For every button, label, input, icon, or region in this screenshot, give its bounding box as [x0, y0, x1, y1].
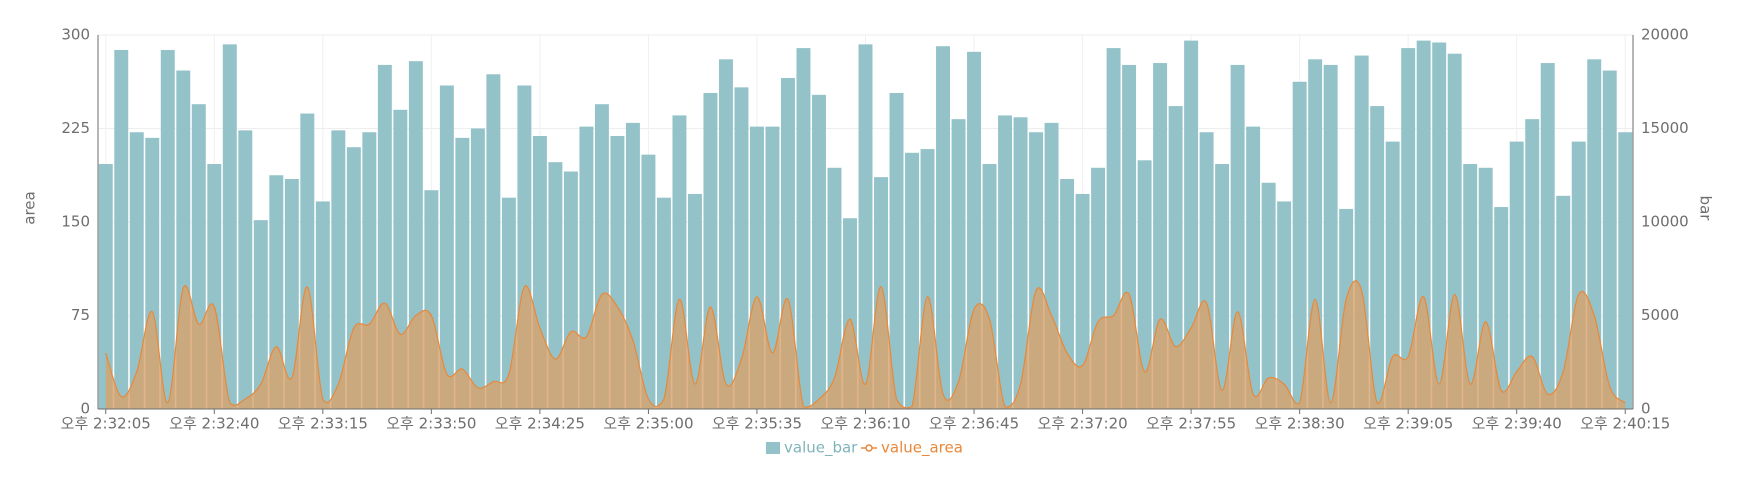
x-tick-label: 오후 2:35:35 [712, 415, 802, 433]
bar [114, 49, 129, 410]
bar [315, 201, 330, 409]
x-tick-label: 오후 2:34:25 [495, 415, 585, 433]
bar [98, 164, 113, 409]
y2-tick-label: 15000 [1641, 119, 1689, 137]
x-tick-label: 오후 2:38:30 [1255, 415, 1345, 433]
bar [222, 44, 237, 409]
bar [765, 126, 780, 409]
x-tick-label: 오후 2:33:50 [386, 415, 476, 433]
bar [858, 44, 873, 409]
x-tick-label: 오후 2:37:55 [1146, 415, 1236, 433]
area [105, 280, 1626, 409]
bar [656, 197, 671, 409]
y2-tick-label: 0 [1641, 400, 1651, 418]
x-tick-label: 오후 2:39:40 [1472, 415, 1562, 433]
x-tick-label: 오후 2:36:45 [929, 415, 1019, 433]
bar [1618, 132, 1633, 410]
bar [253, 220, 268, 409]
bar [1246, 126, 1261, 409]
bar [1184, 40, 1199, 410]
bar [1323, 64, 1338, 410]
bar [936, 46, 951, 409]
y2-tick-label: 20000 [1641, 26, 1689, 44]
bar [1385, 141, 1400, 409]
bar [889, 92, 904, 409]
bar [486, 74, 501, 410]
bar [1075, 193, 1090, 409]
y2-axis-label: bar [1697, 196, 1715, 222]
legend-label: value_area [881, 439, 963, 458]
bar [1261, 182, 1276, 409]
bar [1215, 164, 1230, 409]
bar [1602, 70, 1617, 409]
x-tick-label: 오후 2:33:15 [278, 415, 368, 433]
area-line [105, 280, 1626, 409]
bar [905, 152, 919, 409]
bar [129, 132, 144, 410]
bar [331, 130, 346, 409]
y-axis-label: area [21, 191, 39, 224]
bar [687, 193, 702, 409]
y-tick-label: 0 [80, 400, 90, 418]
bar [1168, 106, 1183, 409]
bar [734, 87, 749, 410]
x-tick-label: 오후 2:32:05 [61, 415, 151, 433]
x-tick-label: 오후 2:40:15 [1580, 415, 1670, 433]
bar [827, 167, 842, 409]
bar [1463, 164, 1478, 409]
y-tick-label: 75 [71, 306, 90, 324]
bar [641, 154, 656, 409]
bar [1401, 48, 1416, 410]
bar [1509, 141, 1524, 409]
bar [439, 85, 454, 410]
bar [1013, 117, 1028, 409]
bar [1370, 106, 1385, 409]
bar [548, 162, 563, 409]
x-tick-label: 오후 2:35:00 [603, 415, 693, 433]
bar [1137, 160, 1152, 409]
legend-label: value_bar [784, 439, 858, 458]
bar [1540, 63, 1555, 410]
y-tick-label: 225 [61, 119, 90, 137]
bar [455, 137, 470, 409]
y-tick-label: 150 [61, 213, 90, 231]
bar [1292, 81, 1307, 409]
bar [796, 48, 811, 410]
bar [951, 119, 966, 410]
y-tick-label: 300 [61, 26, 90, 44]
x-tick-label: 오후 2:32:40 [169, 415, 259, 433]
y2-tick-label: 5000 [1641, 306, 1679, 324]
y2-tick-label: 10000 [1641, 213, 1689, 231]
bar [470, 128, 485, 409]
bar [1525, 119, 1540, 410]
legend-swatch [766, 442, 780, 454]
bar [812, 94, 826, 409]
x-tick-label: 오후 2:39:05 [1363, 415, 1453, 433]
bar [1277, 201, 1292, 409]
bar [238, 130, 253, 409]
bar [1432, 42, 1447, 409]
x-tick-label: 오후 2:37:20 [1037, 415, 1127, 433]
bar [998, 115, 1013, 409]
legend-swatch [865, 444, 873, 452]
bar [1494, 207, 1509, 409]
x-tick-label: 오후 2:36:10 [820, 415, 910, 433]
bar [718, 59, 733, 410]
bar [160, 49, 175, 410]
bar [284, 178, 299, 409]
